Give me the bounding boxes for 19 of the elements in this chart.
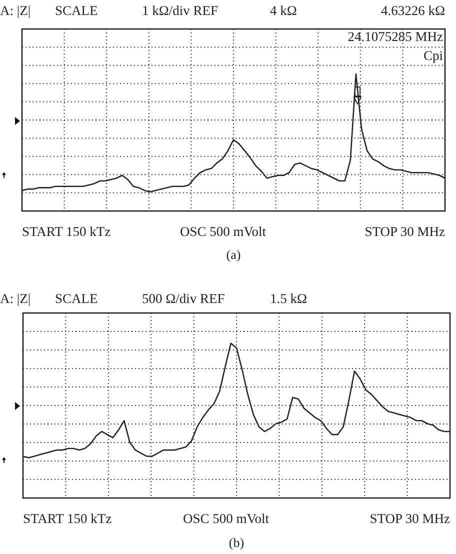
text: 1 kΩ/div REF [142, 3, 219, 18]
text: (b) [228, 535, 244, 550]
text: OSC 500 mVolt [180, 224, 266, 239]
text: 500 Ω/div REF [142, 291, 226, 306]
text: SCALE [55, 3, 98, 18]
text: OSC 500 mVolt [183, 511, 270, 526]
text: 24.1075285 MHz [348, 29, 444, 44]
text: STOP 30 MHz [364, 224, 446, 239]
text: Cpi [423, 48, 444, 63]
text: (a) [226, 247, 241, 262]
text: STOP 30 MHz [370, 511, 450, 526]
text: A: |Z| [0, 3, 31, 18]
text: 4.63226 kΩ [380, 3, 445, 18]
text: SCALE [55, 291, 98, 306]
text: START 150 kTz [22, 224, 111, 239]
text: START 150 kTz [23, 511, 112, 526]
text: 1.5 kΩ [270, 291, 308, 306]
text: 4 kΩ [270, 3, 297, 18]
text: A: |Z| [0, 291, 31, 306]
